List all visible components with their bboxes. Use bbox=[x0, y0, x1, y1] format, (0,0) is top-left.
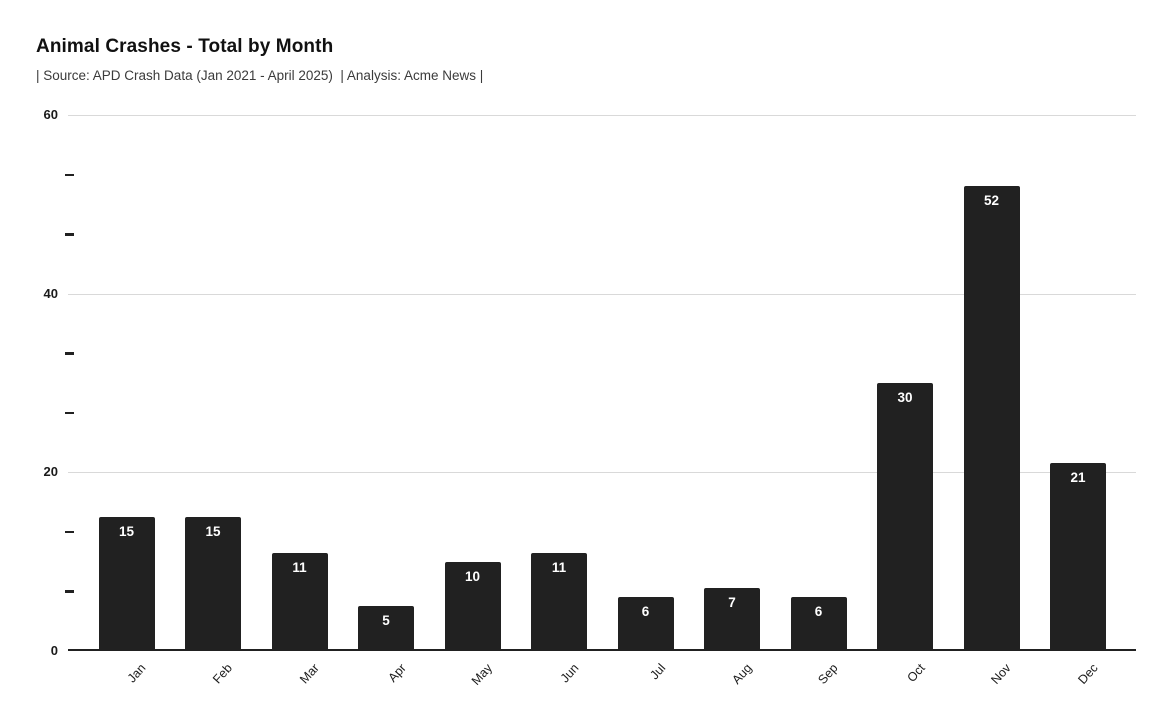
x-axis-label-apr: Apr bbox=[384, 661, 409, 685]
x-axis-label-jan: Jan bbox=[125, 661, 149, 686]
bar-value-label-jun: 11 bbox=[551, 559, 567, 575]
bar-mar: 11 bbox=[271, 552, 328, 651]
y-axis-minor-tick bbox=[65, 173, 74, 177]
y-axis-tick-label-60: 60 bbox=[43, 107, 58, 122]
bar-oct: 30 bbox=[877, 383, 933, 651]
y-axis-tick-label-20: 20 bbox=[43, 464, 58, 480]
x-axis-line bbox=[68, 649, 1136, 651]
chart-subtitle: | Source: APD Crash Data (Jan 2021 - Apr… bbox=[36, 68, 484, 83]
bar-chart-plot-area: 15 Jan 15 Feb 11 Mar 5 Apr 10 May 11 Jun 6 Jul 7 Aug 6 Se… bbox=[65, 115, 1136, 688]
bar-value-label-feb: 15 bbox=[205, 524, 221, 539]
chart-title: Animal Crashes - Total by Month bbox=[36, 36, 334, 57]
y-axis-minor-tick bbox=[65, 352, 74, 355]
y-axis: 0 20 40 60 bbox=[0, 107, 58, 658]
bar-jun: 11 bbox=[531, 552, 587, 651]
bar-value-label-jan: 15 bbox=[118, 524, 135, 539]
bar-value-label-aug: 7 bbox=[728, 595, 736, 611]
x-axis-label-mar: Mar bbox=[297, 661, 322, 687]
bar-feb: 15 bbox=[185, 517, 241, 651]
bar-jul: 6 bbox=[617, 597, 674, 651]
x-axis-label-jul: Jul bbox=[646, 661, 668, 683]
bar-value-label-may: 10 bbox=[464, 568, 481, 584]
bar-value-label-mar: 11 bbox=[292, 559, 307, 575]
y-axis-minor-tick bbox=[65, 411, 74, 415]
y-axis-tick-label-0: 0 bbox=[50, 643, 58, 658]
x-axis-label-aug: Aug bbox=[729, 661, 755, 687]
gridline-40 bbox=[68, 294, 1136, 295]
gridline-20 bbox=[68, 472, 1136, 473]
bar-value-label-jul: 6 bbox=[641, 604, 650, 620]
bar-aug: 7 bbox=[704, 588, 760, 651]
x-axis-label-oct: Oct bbox=[903, 661, 928, 685]
bar-apr: 5 bbox=[358, 606, 414, 651]
bar-nov: 52 bbox=[963, 186, 1020, 651]
x-axis-label-feb: Feb bbox=[210, 661, 236, 687]
bar-jan: 15 bbox=[98, 517, 155, 651]
bar-value-label-oct: 30 bbox=[897, 390, 913, 405]
gridline-60 bbox=[68, 115, 1136, 116]
bar-value-label-sep: 6 bbox=[814, 604, 823, 620]
x-axis-label-may: May bbox=[468, 661, 495, 688]
y-axis-minor-tick bbox=[65, 530, 74, 534]
bar-value-label-dec: 21 bbox=[1070, 470, 1086, 486]
bar-may: 10 bbox=[444, 561, 501, 651]
bar-sep: 6 bbox=[790, 597, 847, 651]
x-axis-label-sep: Sep bbox=[815, 661, 841, 687]
x-axis-label-dec: Dec bbox=[1075, 661, 1101, 687]
bar-value-label-apr: 5 bbox=[382, 613, 390, 629]
bar-dec: 21 bbox=[1050, 463, 1106, 651]
y-axis-tick-label-40: 40 bbox=[43, 285, 58, 301]
y-axis-minor-tick bbox=[65, 233, 74, 236]
x-axis-label-jun: Jun bbox=[557, 661, 582, 686]
y-axis-minor-tick bbox=[65, 590, 74, 593]
bar-value-label-nov: 52 bbox=[983, 193, 1000, 209]
x-axis-label-nov: Nov bbox=[988, 661, 1014, 687]
